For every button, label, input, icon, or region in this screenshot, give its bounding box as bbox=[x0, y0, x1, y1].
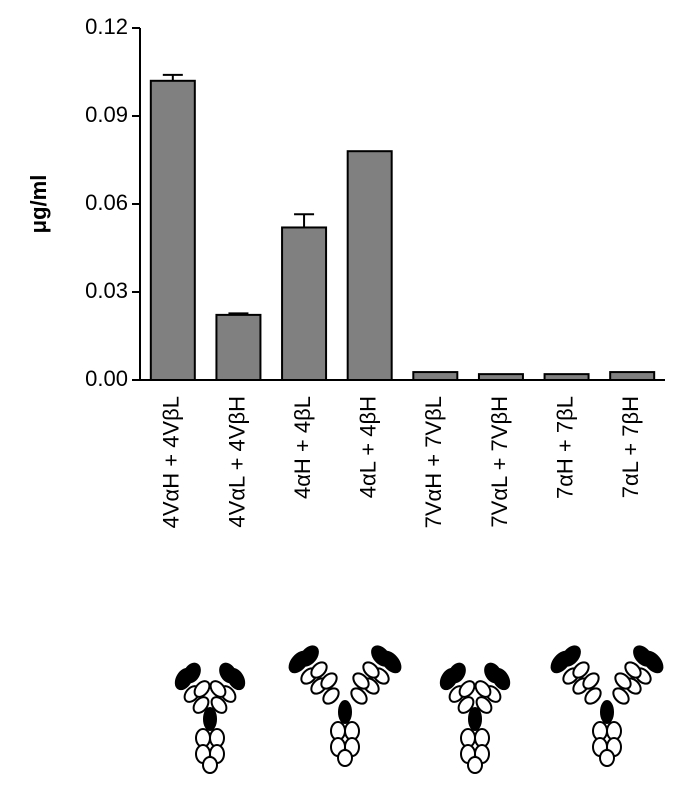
x-tick-label: 4VαL + 4VβH bbox=[224, 396, 249, 528]
error-bar bbox=[162, 73, 183, 81]
y-tick-label: 0.09 bbox=[85, 102, 128, 127]
x-tick-label: 7VαL + 7VβH bbox=[487, 396, 512, 528]
y-tick-label: 0.00 bbox=[85, 366, 128, 391]
antibody-icon bbox=[546, 642, 668, 767]
x-tick-label: 7αL + 7βH bbox=[618, 396, 643, 498]
y-tick-label: 0.12 bbox=[85, 14, 128, 39]
x-tick-label: 7αH + 7βL bbox=[552, 396, 577, 499]
error-bar bbox=[294, 213, 315, 228]
bar bbox=[609, 371, 656, 381]
bar bbox=[346, 150, 393, 381]
antibody-icons bbox=[171, 642, 668, 774]
antibody-icon bbox=[284, 642, 406, 767]
antibody-icon bbox=[171, 659, 249, 774]
bar bbox=[543, 373, 590, 381]
x-tick-label: 7VαH + 7VβL bbox=[421, 396, 446, 528]
y-tick-label: 0.06 bbox=[85, 190, 128, 215]
y-tick-label: 0.03 bbox=[85, 278, 128, 303]
antibody-icon bbox=[436, 659, 514, 774]
bar bbox=[215, 313, 262, 382]
x-tick-label: 4VαH + 4VβL bbox=[159, 396, 184, 528]
bar bbox=[149, 79, 196, 382]
bar bbox=[281, 226, 328, 381]
error-bar bbox=[228, 312, 249, 315]
y-axis-label: μg/ml bbox=[26, 175, 51, 234]
x-tick-label: 4αH + 4βL bbox=[290, 396, 315, 499]
bar bbox=[477, 373, 524, 381]
x-tick-label: 4αL + 4βH bbox=[356, 396, 381, 498]
bar bbox=[412, 371, 459, 381]
